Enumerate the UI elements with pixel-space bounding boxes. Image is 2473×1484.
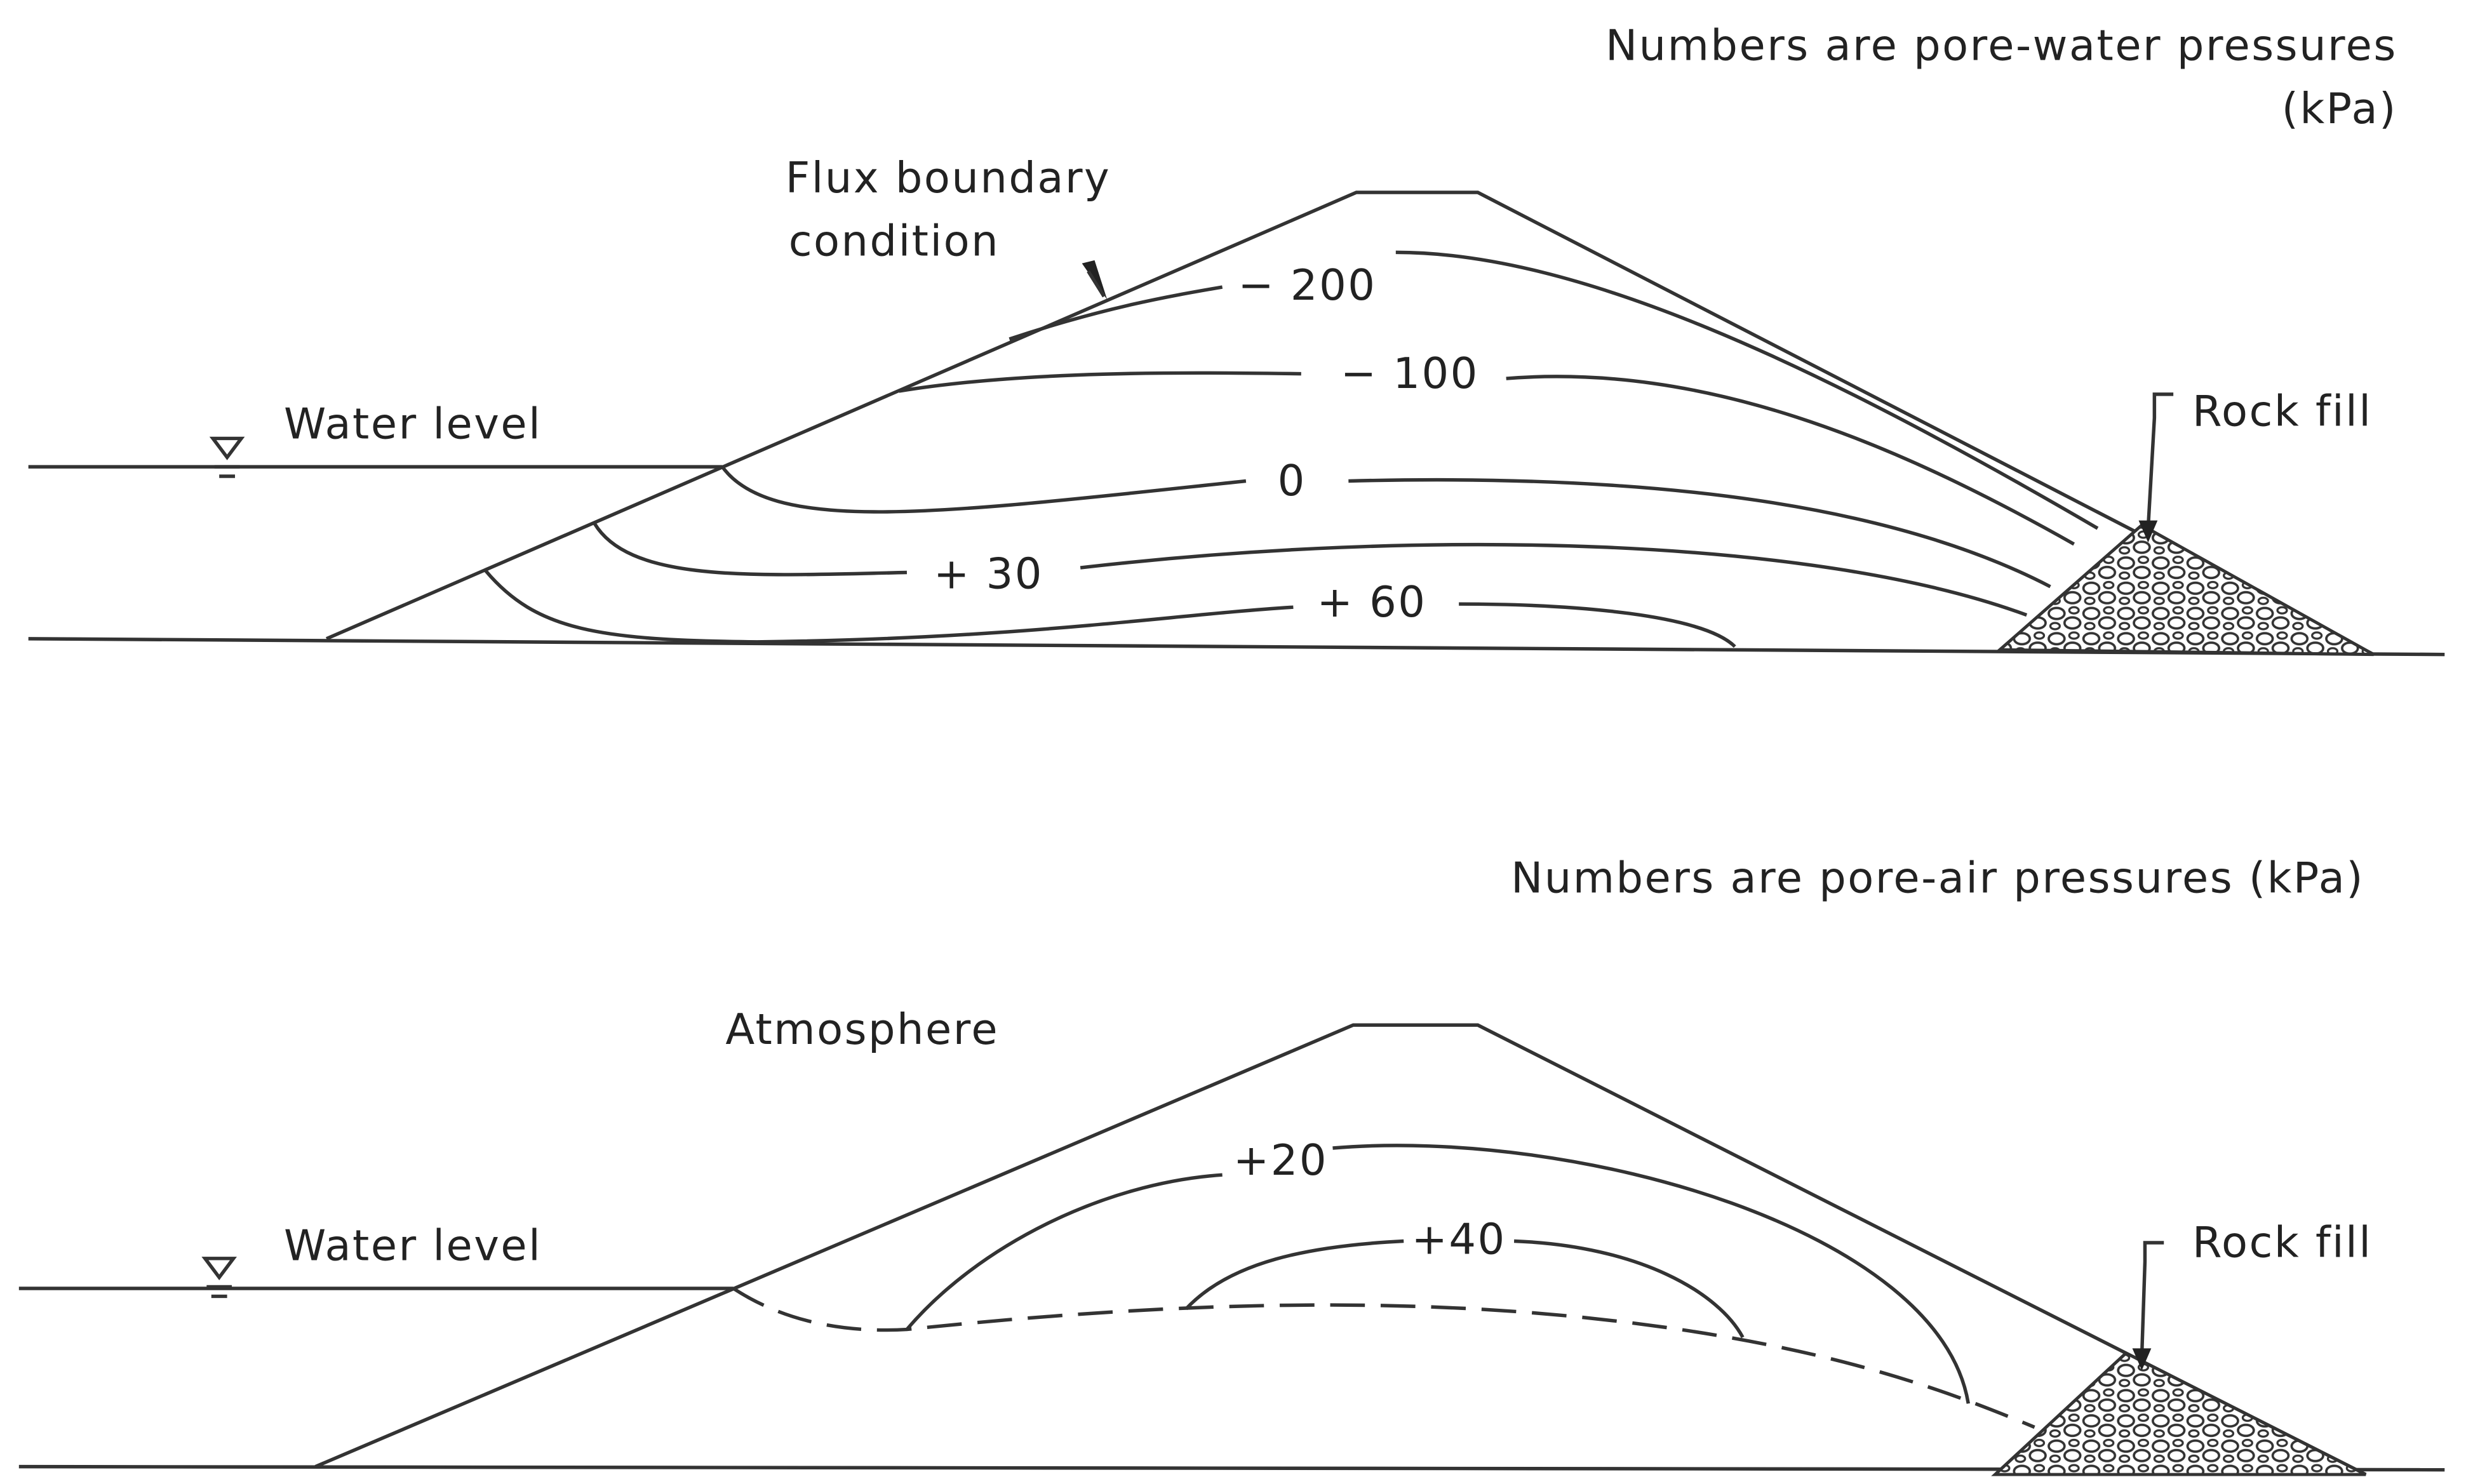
- contour: [905, 1173, 1223, 1331]
- phreatic-line: [732, 1287, 2035, 1429]
- contour: [1348, 478, 2051, 589]
- caption: Numbers are pore-water pressures: [1605, 20, 2397, 70]
- contour: [1459, 602, 1736, 648]
- contour: [593, 523, 908, 577]
- top-section: Numbers are pore-water pressures (kPa) F…: [28, 20, 2445, 657]
- contour-label: − 100: [1341, 349, 1479, 398]
- rock-fill-label: Rock fill: [2192, 387, 2372, 436]
- dam: [325, 191, 2375, 657]
- rock-pointer: [2146, 392, 2174, 529]
- contour: [484, 570, 1294, 644]
- contour-label: +20: [1233, 1135, 1328, 1185]
- contour-label: − 200: [1238, 260, 1376, 310]
- contour: [1080, 542, 2028, 617]
- contour-label: +40: [1412, 1214, 1506, 1264]
- contour: [1184, 1239, 1404, 1311]
- arrow: [1087, 270, 1106, 298]
- rock-fill: [1995, 523, 2375, 657]
- contour: [1009, 285, 1223, 341]
- atmosphere-label: Atmosphere: [725, 1005, 999, 1054]
- water-level-label: Water level: [284, 399, 542, 448]
- water-symbol: [201, 1257, 238, 1299]
- contour: [1513, 1239, 1745, 1339]
- flux-label: Flux boundary: [786, 153, 1111, 203]
- contour-label: + 60: [1317, 577, 1427, 627]
- contour: [1395, 250, 2099, 530]
- caption: (kPa): [2282, 84, 2397, 133]
- contour: [899, 371, 1301, 393]
- contour: [1332, 1144, 1971, 1404]
- rock-fill-label: Rock fill: [2192, 1217, 2372, 1267]
- contour-label: + 30: [934, 549, 1043, 598]
- contour: [1506, 375, 2075, 546]
- water-level-label: Water level: [284, 1220, 542, 1270]
- dam: [314, 1023, 2367, 1476]
- rock-fill: [1991, 1351, 2367, 1476]
- caption: Numbers are pore-air pressures (kPa): [1511, 853, 2364, 903]
- arrow: [2132, 1348, 2152, 1371]
- rock-pointer: [2140, 1241, 2164, 1356]
- water-symbol: [209, 436, 245, 478]
- bottom-section: Numbers are pore-air pressures (kPa) Atm…: [18, 853, 2445, 1476]
- contour-label: 0: [1278, 456, 1306, 505]
- contour: [721, 465, 1247, 514]
- arrow: [2138, 520, 2158, 543]
- flux-label: condition: [789, 216, 1000, 265]
